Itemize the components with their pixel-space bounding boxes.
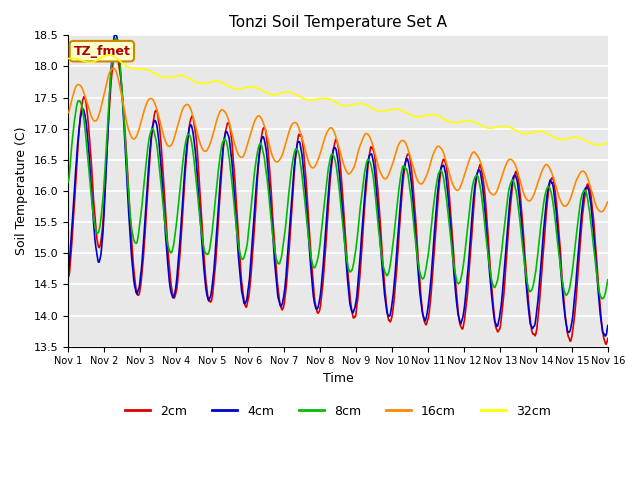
Y-axis label: Soil Temperature (C): Soil Temperature (C)	[15, 127, 28, 255]
Legend: 2cm, 4cm, 8cm, 16cm, 32cm: 2cm, 4cm, 8cm, 16cm, 32cm	[120, 400, 556, 423]
X-axis label: Time: Time	[323, 372, 353, 385]
Title: Tonzi Soil Temperature Set A: Tonzi Soil Temperature Set A	[229, 15, 447, 30]
Text: TZ_fmet: TZ_fmet	[74, 45, 131, 58]
